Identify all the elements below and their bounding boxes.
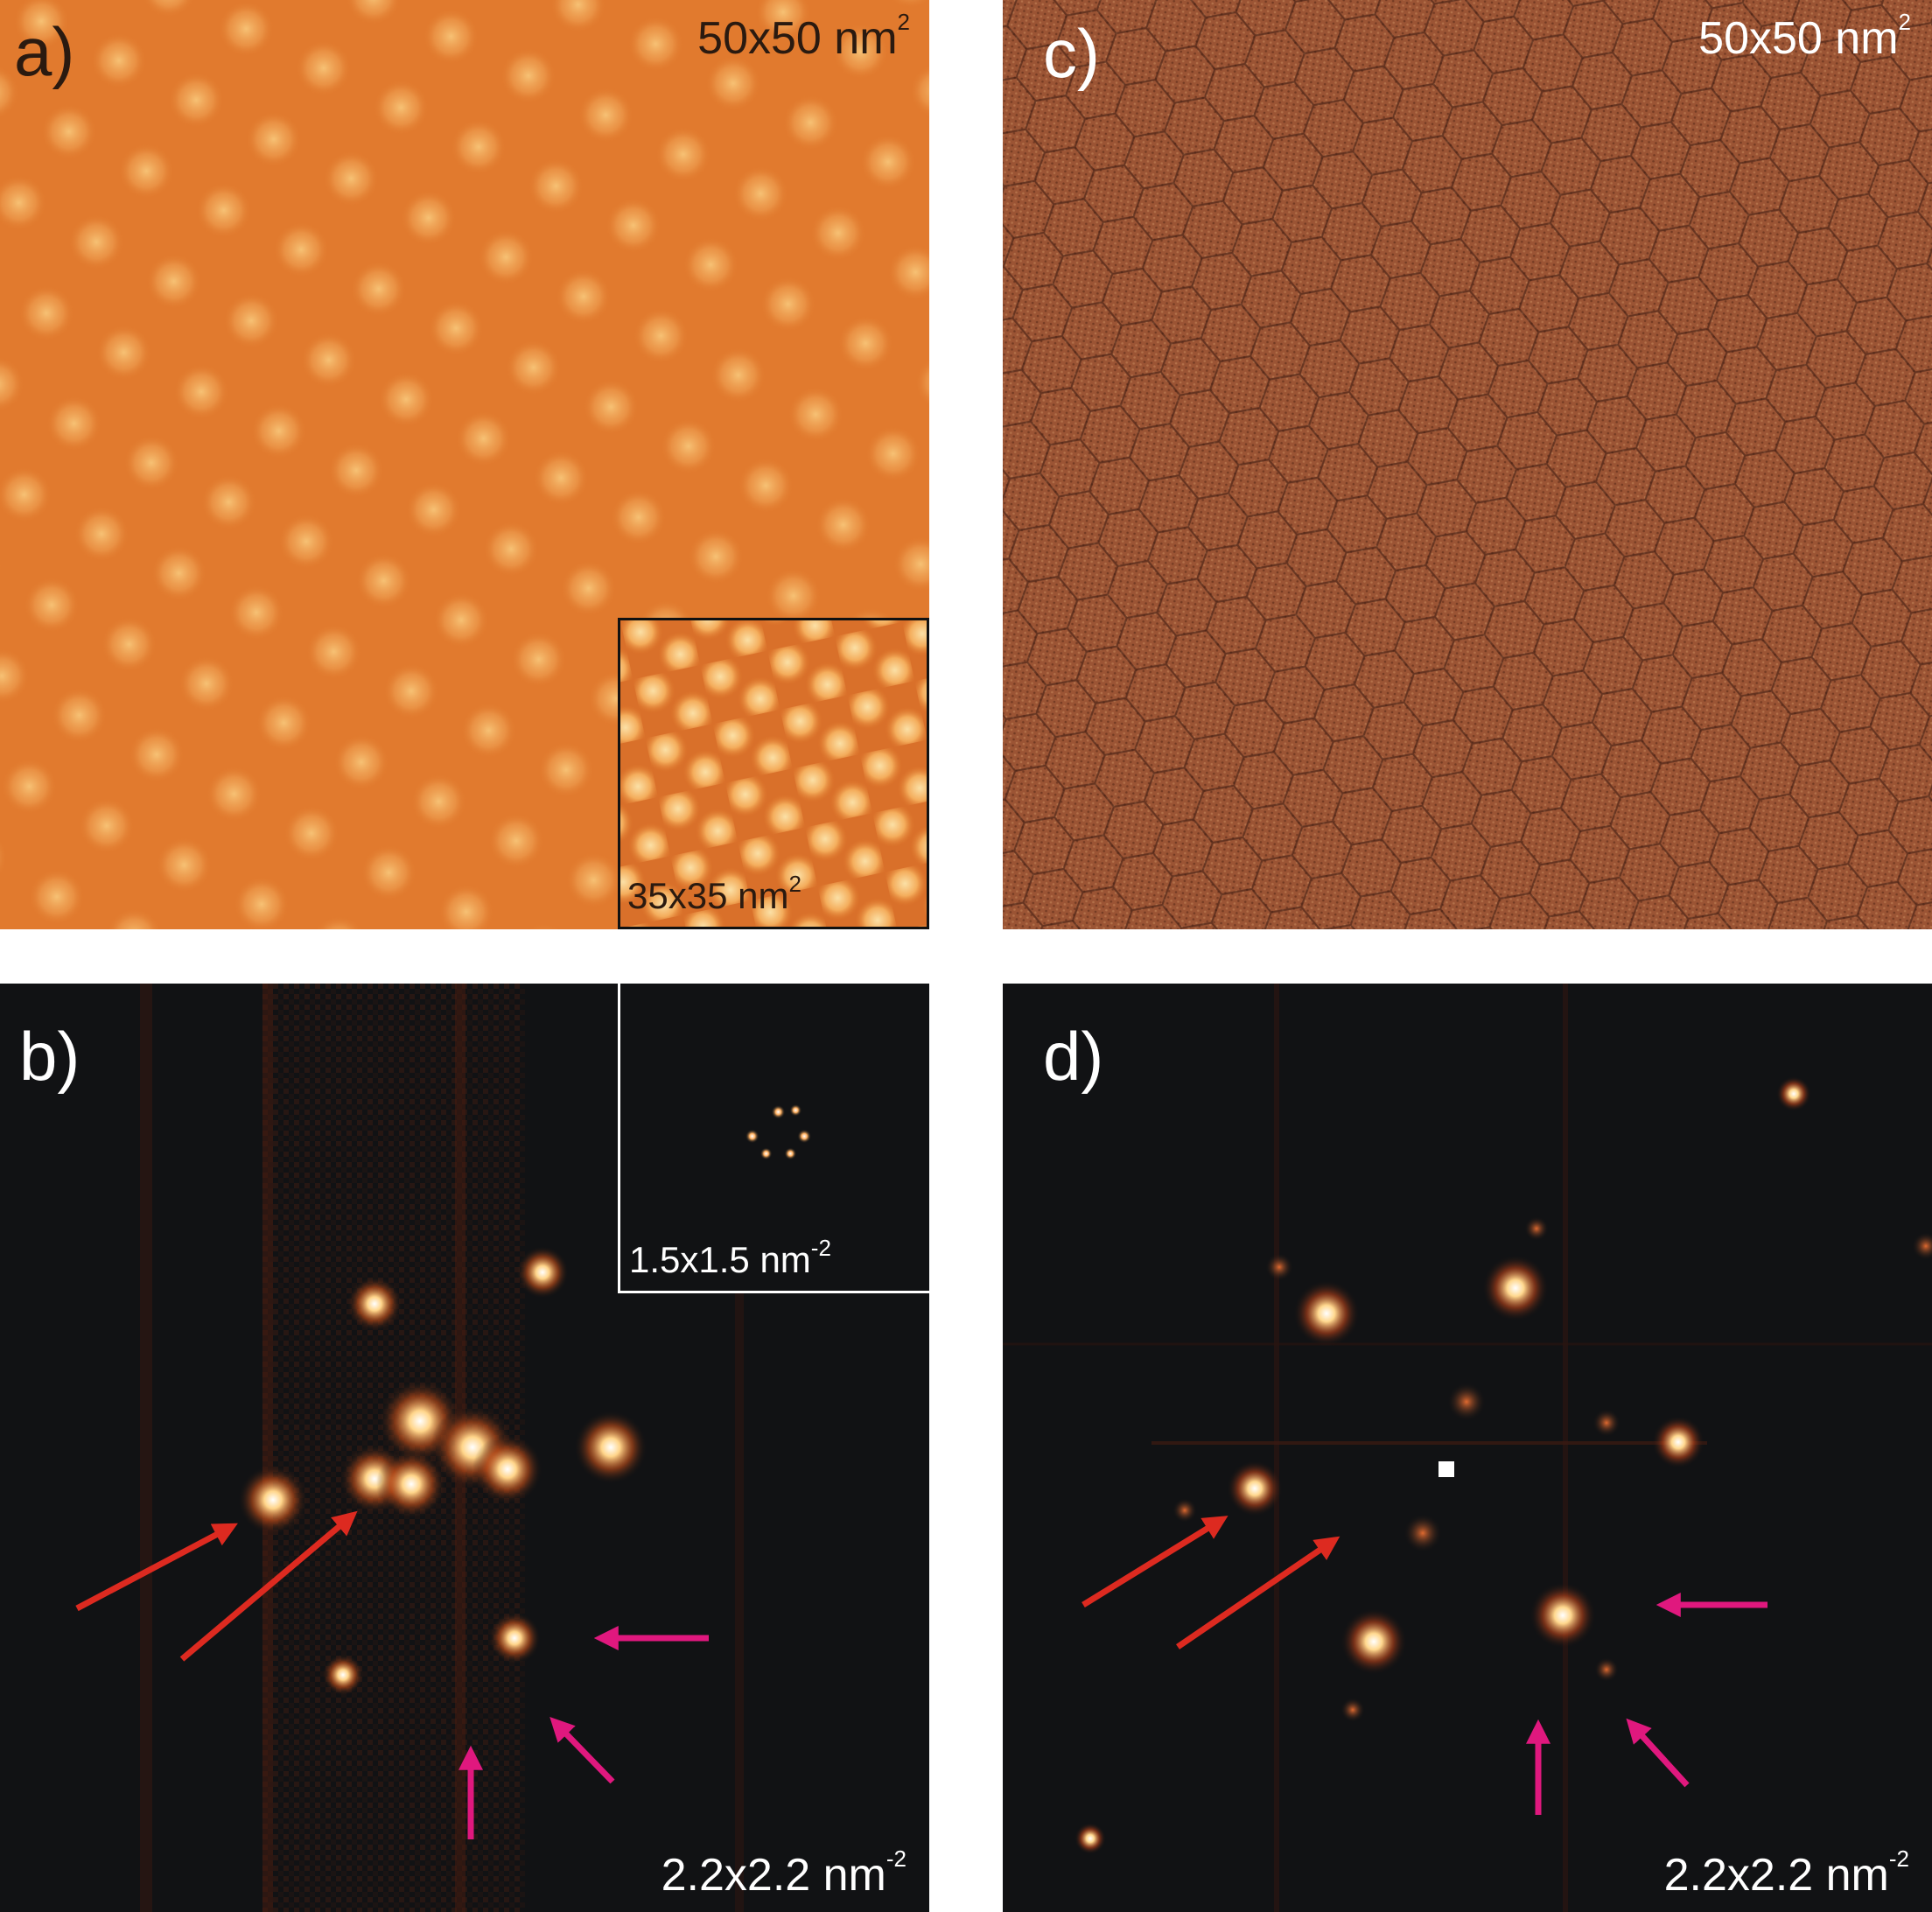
- fft-inset: 1.5x1.5 nm-2: [618, 984, 929, 1293]
- fft-spectrum: [1003, 984, 1932, 1912]
- panel-c-simulated-image: c) 50x50 nm2: [1003, 0, 1932, 929]
- panel-label: a): [14, 13, 75, 90]
- simulated-moire-image: [1003, 0, 1932, 929]
- inset-scale-label: 35x35 nm2: [627, 871, 802, 916]
- scale-label: 50x50 nm2: [697, 9, 910, 64]
- stm-topography-image: [0, 0, 929, 929]
- scale-label: 50x50 nm2: [1698, 9, 1911, 64]
- center-marker: [1438, 1461, 1454, 1477]
- panel-d-fft-image: d) 2.2x2.2 nm-2: [1003, 984, 1932, 1912]
- inset-scale-label: 1.5x1.5 nm-2: [629, 1235, 831, 1280]
- scale-label: 2.2x2.2 nm-2: [661, 1845, 906, 1901]
- panel-label: c): [1043, 15, 1100, 92]
- scale-label: 2.2x2.2 nm-2: [1663, 1845, 1909, 1901]
- panel-label: b): [19, 1018, 80, 1095]
- inset-stm-image: [620, 620, 927, 927]
- inset-fft-spectrum: [620, 984, 929, 1291]
- panel-label: d): [1043, 1018, 1104, 1095]
- panel-a-stm-image: a) 50x50 nm2 35x35 nm2: [0, 0, 929, 929]
- zoom-inset: 35x35 nm2: [618, 618, 929, 929]
- panel-b-fft-image: b) 2.2x2.2 nm-2 1.5x1.5 nm-2: [0, 984, 929, 1912]
- fft-spots: [1074, 1076, 1932, 1854]
